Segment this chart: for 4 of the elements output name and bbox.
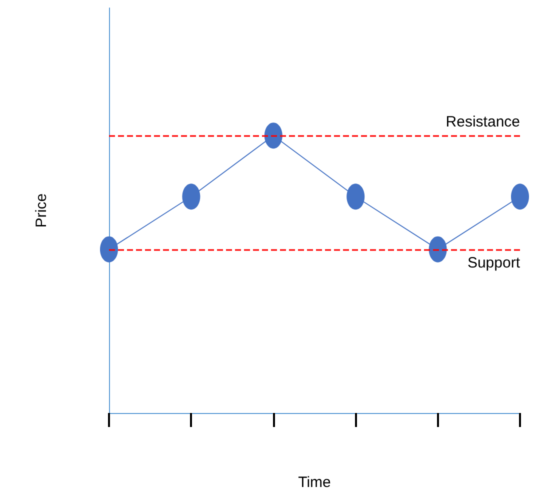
x-axis-title: Time bbox=[298, 474, 331, 491]
ref-line-label: Support bbox=[467, 254, 521, 272]
y-axis-title: Price bbox=[33, 193, 50, 228]
ref-line-label: Resistance bbox=[446, 114, 520, 131]
